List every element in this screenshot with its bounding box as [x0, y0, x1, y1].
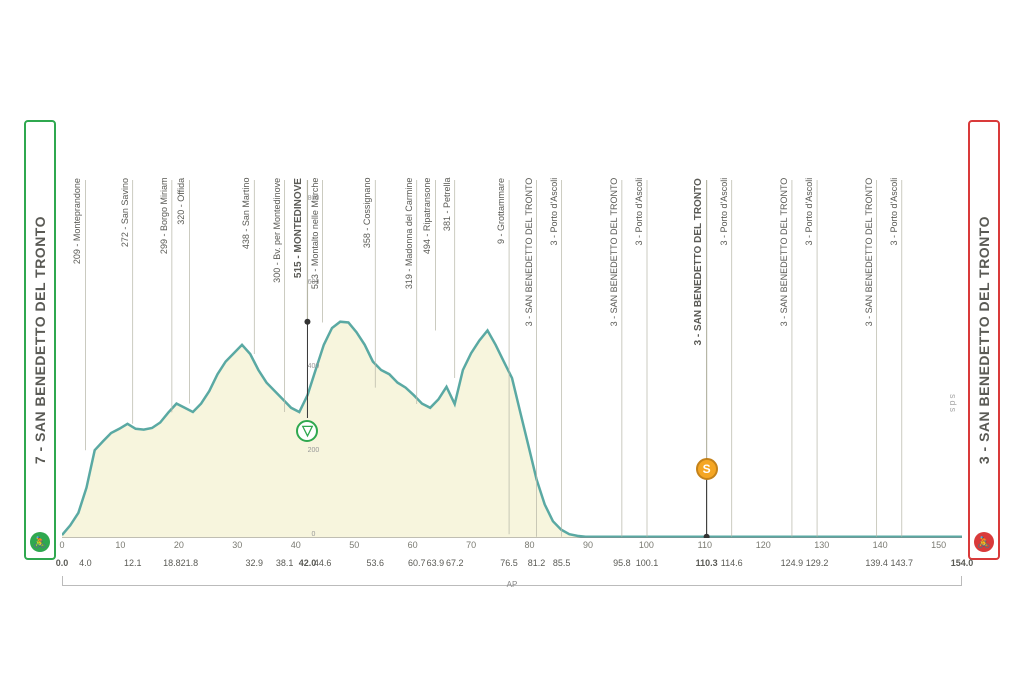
x-tick: 140	[873, 540, 888, 550]
x-tick: 70	[466, 540, 476, 550]
cyclist-icon: 🚴	[974, 532, 994, 552]
km-label: 81.2	[528, 558, 546, 568]
cyclist-icon: 🚴	[30, 532, 50, 552]
elev-scale-tick: 800	[308, 195, 320, 202]
km-label: 44.6	[314, 558, 332, 568]
stage-profile-container: 7 - SAN BENEDETTO DEL TRONTO 🚴 3 - SAN B…	[30, 120, 994, 580]
km-label: 114.6	[721, 558, 743, 568]
km-label: 67.2	[446, 558, 464, 568]
x-tick: 10	[115, 540, 125, 550]
km-label: 21.8	[181, 558, 199, 568]
elev-scale-tick: 400	[308, 363, 320, 370]
km-label: 100.1	[636, 558, 659, 568]
x-tick: 30	[232, 540, 242, 550]
km-label: 124.9	[781, 558, 804, 568]
x-tick: 150	[931, 540, 946, 550]
x-tick: 100	[639, 540, 654, 550]
finish-banner: 3 - SAN BENEDETTO DEL TRONTO 🚴	[968, 120, 1000, 560]
km-label: 154.0	[951, 558, 974, 568]
x-tick: 90	[583, 540, 593, 550]
km-label: 143.7	[891, 558, 914, 568]
km-labels: 0.04.012.118.821.832.938.142.044.653.660…	[62, 558, 962, 572]
km-label: 76.5	[500, 558, 518, 568]
elev-scale-tick: 600	[308, 279, 320, 286]
watermark: sds	[948, 394, 958, 414]
km-label: 110.3	[696, 558, 718, 568]
x-tick: 80	[525, 540, 535, 550]
elevation-profile-svg	[62, 140, 962, 538]
elev-scale-tick: 0	[312, 531, 316, 538]
km-label: 60.7	[408, 558, 426, 568]
x-tick: 20	[174, 540, 184, 550]
x-tick: 110	[698, 540, 712, 550]
x-tick: 120	[756, 540, 771, 550]
elev-scale-tick: 200	[308, 447, 320, 454]
km-label: 32.9	[246, 558, 264, 568]
start-label: 7 - SAN BENEDETTO DEL TRONTO	[32, 216, 48, 464]
province-bar: AP	[62, 576, 962, 586]
km-label: 139.4	[865, 558, 888, 568]
km-label: 0.0	[56, 558, 69, 568]
km-label: 129.2	[806, 558, 829, 568]
km-label: 4.0	[79, 558, 92, 568]
km-label: 95.8	[613, 558, 631, 568]
x-tick: 50	[349, 540, 359, 550]
km-label: 18.8	[163, 558, 181, 568]
x-tick: 130	[814, 540, 829, 550]
x-axis-ticks: 0 10 20 30 40 50 60 70 80 90 100 110 120 130 140 150	[62, 540, 962, 556]
km-label: 53.6	[366, 558, 384, 568]
finish-label: 3 - SAN BENEDETTO DEL TRONTO	[976, 216, 992, 464]
km-label: 12.1	[124, 558, 142, 568]
chart-area: 209 - Monteprandone272 - San Savino299 -…	[62, 120, 962, 580]
x-tick: 40	[291, 540, 301, 550]
province-label: AP	[507, 580, 518, 589]
x-tick: 0	[59, 540, 64, 550]
km-label: 63.9	[427, 558, 445, 568]
km-label: 38.1	[276, 558, 294, 568]
km-label: 85.5	[553, 558, 571, 568]
start-banner: 7 - SAN BENEDETTO DEL TRONTO 🚴	[24, 120, 56, 560]
x-tick: 60	[408, 540, 418, 550]
